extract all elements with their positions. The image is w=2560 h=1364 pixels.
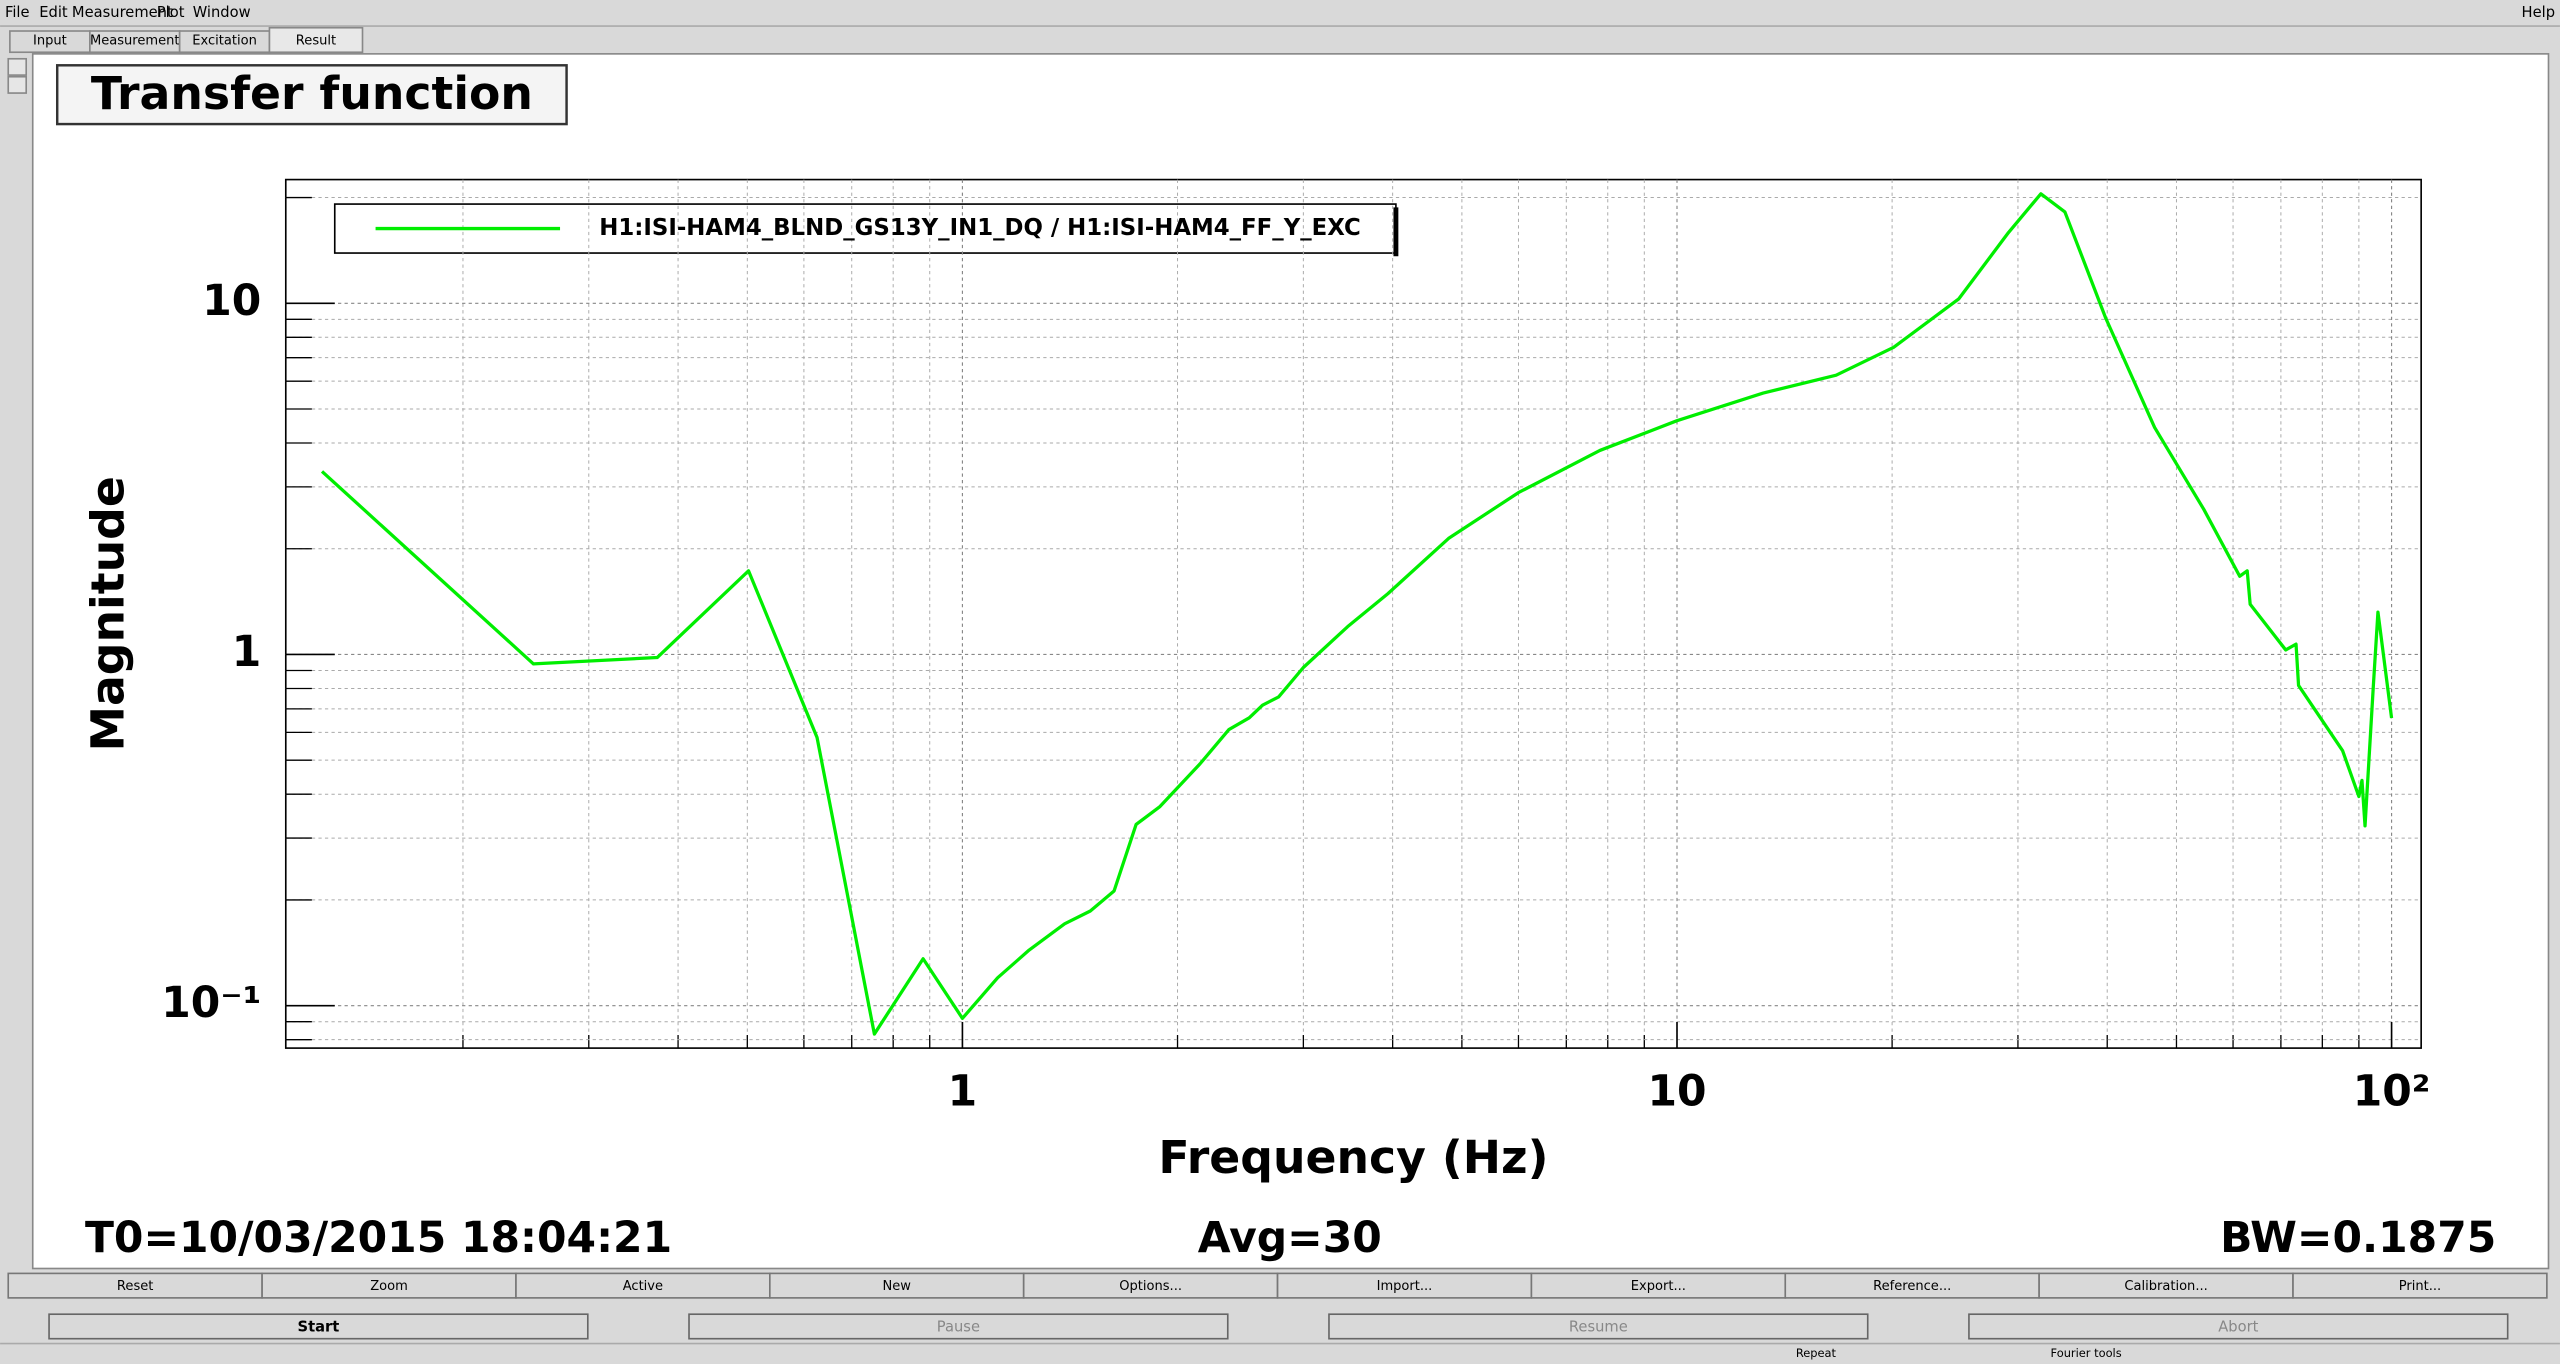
control-label[interactable]: Abort xyxy=(2218,1318,2258,1335)
avg: Avg=30 xyxy=(1198,1214,1382,1263)
x-tick-label: 1 xyxy=(948,1067,978,1116)
chart-title: Transfer function xyxy=(91,67,533,120)
button-label[interactable]: Import... xyxy=(1377,1279,1433,1294)
scroll-arrow[interactable] xyxy=(7,57,28,76)
button[interactable] xyxy=(2038,1272,2294,1299)
legend-label: H1:ISI-HAM4_BLND_GS13Y_IN1_DQ / H1:ISI-H… xyxy=(599,215,1361,241)
button-label[interactable]: Reset xyxy=(117,1279,153,1294)
tab[interactable] xyxy=(268,26,364,54)
y-axis-label: Magnitude xyxy=(82,476,135,751)
scroll-arrow[interactable] xyxy=(7,75,28,94)
control-label[interactable]: Start xyxy=(298,1318,340,1335)
plot-pad xyxy=(31,53,2550,1270)
t0: T0=10/03/2015 18:04:21 xyxy=(85,1214,672,1263)
control-label[interactable]: Pause xyxy=(937,1318,980,1335)
data-line xyxy=(320,192,2394,1036)
button-label[interactable]: Options... xyxy=(1119,1279,1182,1294)
button-label[interactable]: Export... xyxy=(1631,1279,1686,1294)
status-field: Repeat xyxy=(1796,1346,1837,1360)
button-label[interactable]: Zoom xyxy=(370,1279,408,1294)
button-label[interactable]: New xyxy=(883,1279,912,1294)
menu-item[interactable]: Measurement xyxy=(72,4,173,21)
plot-frame xyxy=(284,178,2422,1049)
x-tick-label: 10 xyxy=(1647,1067,1706,1116)
x-tick-label: 10² xyxy=(2353,1067,2431,1116)
tab-label[interactable]: Measurement xyxy=(90,33,180,48)
tab-label[interactable]: Excitation xyxy=(192,33,257,48)
button-label[interactable]: Active xyxy=(623,1279,663,1294)
control-label[interactable]: Resume xyxy=(1569,1318,1628,1335)
control-button[interactable] xyxy=(688,1313,1229,1340)
button[interactable] xyxy=(7,1272,263,1299)
control-button[interactable] xyxy=(48,1313,589,1340)
menu-item[interactable]: File xyxy=(5,4,30,21)
menu-item[interactable]: Help xyxy=(2522,4,2555,21)
menu-item[interactable]: Window xyxy=(193,4,251,21)
status-field: Fourier tools xyxy=(2051,1346,2122,1360)
button[interactable] xyxy=(1530,1272,1787,1299)
button-label[interactable]: Calibration... xyxy=(2124,1279,2207,1294)
button-label[interactable]: Print... xyxy=(2399,1279,2441,1294)
x-axis-label: Frequency (Hz) xyxy=(1158,1131,1548,1184)
y-tick-label: 10⁻¹ xyxy=(161,979,261,1028)
tab-label[interactable]: Result xyxy=(296,33,336,48)
button[interactable] xyxy=(2292,1272,2548,1299)
bandwidth: BW=0.1875 xyxy=(2220,1214,2496,1263)
button[interactable] xyxy=(261,1272,517,1299)
title-box xyxy=(55,64,568,126)
button[interactable] xyxy=(1784,1272,2040,1299)
control-button[interactable] xyxy=(1328,1313,1869,1340)
menu-item[interactable]: Edit xyxy=(39,4,68,21)
tab-label[interactable]: Input xyxy=(33,33,67,48)
control-button[interactable] xyxy=(1968,1313,2509,1340)
y-tick-label: 10 xyxy=(202,277,261,326)
menu-item[interactable]: Plot xyxy=(157,4,185,21)
button-label[interactable]: Reference... xyxy=(1873,1279,1951,1294)
y-tick-label: 1 xyxy=(232,628,262,677)
